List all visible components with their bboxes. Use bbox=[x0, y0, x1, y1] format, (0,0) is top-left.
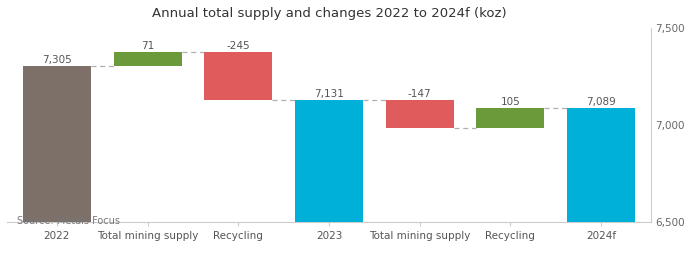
Bar bbox=[386, 100, 454, 128]
Text: 71: 71 bbox=[141, 41, 154, 51]
Text: 7,305: 7,305 bbox=[42, 55, 71, 65]
Text: -147: -147 bbox=[408, 89, 431, 99]
Text: 7,131: 7,131 bbox=[314, 89, 344, 99]
Text: 7,089: 7,089 bbox=[586, 97, 616, 107]
Bar bbox=[204, 52, 272, 100]
Bar bbox=[567, 108, 635, 222]
Bar bbox=[295, 100, 363, 222]
Bar bbox=[113, 52, 181, 66]
Text: 105: 105 bbox=[500, 97, 520, 107]
Text: Source: Metals Focus: Source: Metals Focus bbox=[17, 216, 120, 226]
Bar bbox=[23, 66, 91, 222]
Title: Annual total supply and changes 2022 to 2024f (koz): Annual total supply and changes 2022 to … bbox=[152, 7, 506, 20]
Bar bbox=[477, 108, 545, 128]
Text: -245: -245 bbox=[226, 41, 250, 51]
